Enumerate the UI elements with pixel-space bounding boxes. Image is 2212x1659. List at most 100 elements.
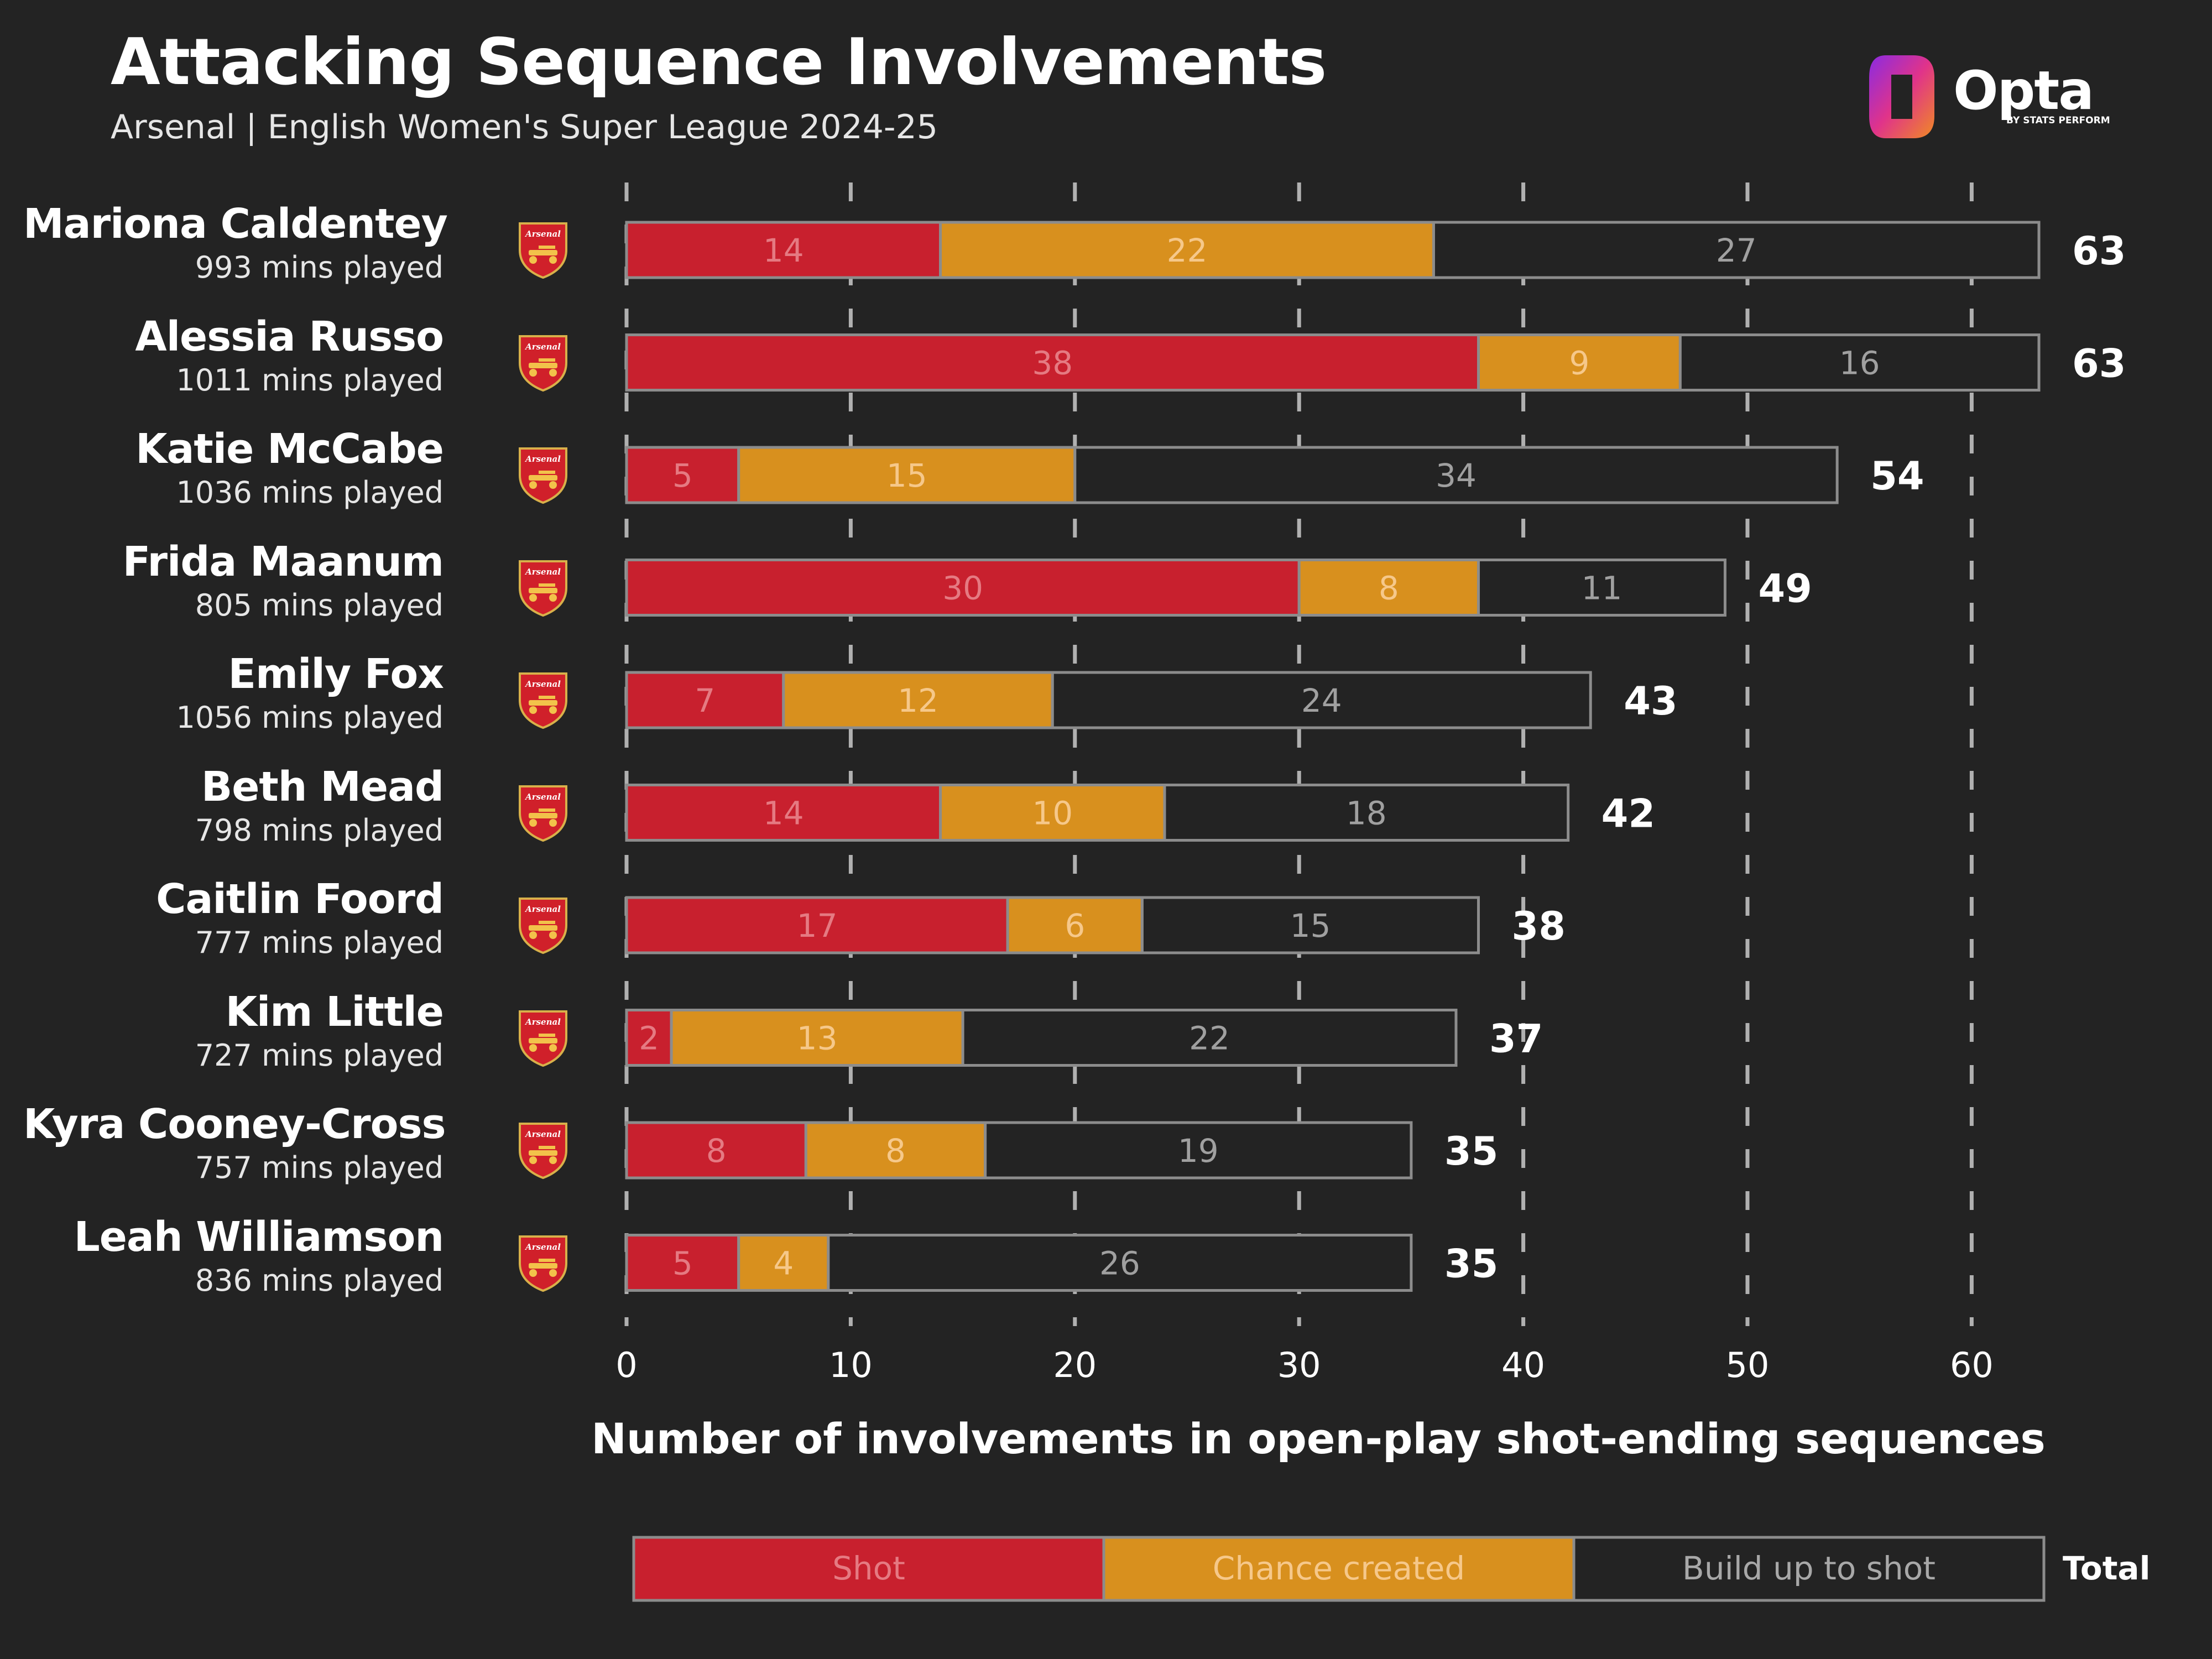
bar-value-label: 38: [1032, 345, 1073, 382]
bar-segment-shot: [625, 1121, 807, 1180]
player-minutes: 777 mins played: [195, 925, 444, 960]
bar-value-label: 22: [1189, 1020, 1230, 1057]
bar-value-label: 6: [1065, 907, 1085, 945]
player-minutes: 805 mins played: [195, 587, 444, 623]
bar-segment-chance: [939, 784, 1166, 842]
player-name: Frida Maanum: [122, 538, 444, 586]
bar-value-label: 24: [1301, 682, 1342, 719]
bar-total-label: 63: [2072, 341, 2126, 387]
x-tick-label: 0: [615, 1345, 637, 1385]
chart-subtitle: Arsenal | English Women's Super League 2…: [111, 108, 938, 147]
x-tick-label: 30: [1277, 1345, 1321, 1385]
badge-wordmark: Arsenal: [525, 454, 561, 464]
player-minutes: 836 mins played: [195, 1262, 444, 1298]
player-name: Leah Williamson: [74, 1213, 444, 1261]
legend-chance-created-label: Chance created: [1212, 1550, 1465, 1587]
bar-value-label: 16: [1839, 345, 1880, 382]
bar-value-label: 19: [1178, 1132, 1219, 1170]
bar-segment-buildup: [1073, 446, 1839, 504]
bar-value-label: 8: [1379, 570, 1399, 607]
bar-segment-chance: [782, 671, 1054, 729]
opta-mark-icon: [1869, 55, 1934, 138]
bar-value-label: 4: [773, 1245, 794, 1282]
bar-value-label: 18: [1346, 795, 1387, 832]
bar-value-label: 14: [763, 232, 804, 269]
bar-value-label: 10: [1032, 795, 1073, 832]
bar-value-label: 26: [1099, 1245, 1140, 1282]
bar-value-label: 8: [885, 1132, 906, 1170]
x-axis-label: Number of involvements in open-play shot…: [591, 1414, 2046, 1463]
bar-total-label: 35: [1444, 1129, 1498, 1174]
bar-segment-chance: [737, 446, 1077, 504]
legend-total-label: Total: [2063, 1550, 2151, 1587]
player-name: Emily Fox: [228, 650, 444, 698]
bar-value-label: 15: [886, 457, 927, 494]
player-minutes: 798 mins played: [195, 812, 444, 848]
legend-shot-label: Shot: [832, 1550, 905, 1587]
opta-logo: Opta BY STATS PERFORM: [1864, 50, 2129, 144]
bar-value-label: 2: [639, 1020, 659, 1057]
chart-title: Attacking Sequence Involvements: [111, 25, 1327, 100]
x-tick-label: 60: [1950, 1345, 1994, 1385]
badge-wordmark: Arsenal: [525, 341, 561, 352]
bar-value-label: 34: [1436, 457, 1477, 494]
bar-segment-buildup: [1140, 896, 1480, 954]
x-tick-label: 50: [1726, 1345, 1770, 1385]
opta-byline: BY STATS PERFORM: [2006, 115, 2110, 126]
arsenal-badge-icon: Arsenal: [517, 671, 570, 729]
bar-value-label: 7: [695, 682, 715, 719]
arsenal-badge-icon: Arsenal: [517, 334, 570, 392]
bar-segment-chance: [1297, 559, 1480, 617]
opta-wordmark: Opta: [1953, 60, 2094, 122]
bar-value-label: 5: [672, 1245, 693, 1282]
bar-value-label: 27: [1716, 232, 1757, 269]
player-minutes: 1011 mins played: [176, 362, 444, 398]
bar-value-label: 30: [942, 570, 983, 607]
player-name: Mariona Caldentey: [23, 200, 448, 248]
x-tick-label: 20: [1053, 1345, 1097, 1385]
player-name: Caitlin Foord: [156, 875, 444, 923]
arsenal-badge-icon: Arsenal: [517, 1009, 570, 1067]
legend-chance-created-swatch: [1102, 1536, 1575, 1602]
bar-total-label: 43: [1624, 679, 1677, 724]
bar-segment-chance: [670, 1009, 964, 1067]
player-name: Beth Mead: [201, 763, 444, 811]
bar-total-label: 42: [1601, 791, 1655, 837]
arsenal-badge-icon: Arsenal: [517, 559, 570, 617]
bar-segment-shot: [625, 333, 1480, 392]
bar-total-label: 63: [2072, 228, 2126, 274]
bar-segment-shot: [625, 671, 785, 729]
bar-segment-chance: [737, 1234, 830, 1292]
arsenal-badge-icon: Arsenal: [517, 446, 570, 504]
bar-total-label: 37: [1489, 1016, 1543, 1062]
player-name: Kyra Cooney-Cross: [23, 1100, 446, 1148]
legend-shot-swatch: [632, 1536, 1105, 1602]
player-minutes: 727 mins played: [195, 1037, 444, 1073]
arsenal-badge-icon: Arsenal: [517, 221, 570, 279]
bar-value-label: 22: [1167, 232, 1208, 269]
bar-segment-shot: [625, 446, 740, 504]
bar-value-label: 13: [797, 1020, 838, 1057]
arsenal-badge-icon: Arsenal: [517, 1234, 570, 1292]
bar-total-label: 38: [1512, 904, 1566, 949]
bar-value-label: 15: [1290, 907, 1331, 945]
player-name: Kim Little: [225, 988, 444, 1036]
arsenal-badge-icon: Arsenal: [517, 1121, 570, 1180]
bar-segment-buildup: [1678, 333, 2041, 392]
badge-wordmark: Arsenal: [525, 1241, 561, 1252]
badge-wordmark: Arsenal: [525, 566, 561, 577]
bar-value-label: 12: [898, 682, 938, 719]
bar-segment-buildup: [1051, 671, 1592, 729]
bar-value-label: 9: [1569, 345, 1589, 382]
arsenal-badge-icon: Arsenal: [517, 896, 570, 954]
player-minutes: 757 mins played: [195, 1150, 444, 1185]
bar-value-label: 11: [1582, 570, 1623, 607]
bar-total-label: 54: [1870, 453, 1924, 499]
badge-wordmark: Arsenal: [525, 679, 561, 689]
arsenal-badge-icon: Arsenal: [517, 784, 570, 842]
bar-value-label: 17: [797, 907, 838, 945]
bar-segment-buildup: [1477, 559, 1726, 617]
bar-segment-buildup: [1432, 221, 2041, 279]
